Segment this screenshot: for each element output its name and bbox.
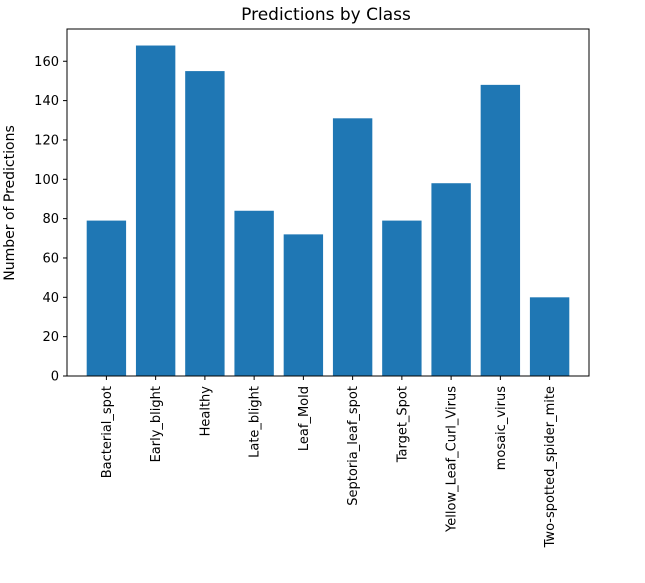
bar-late-blight [234,210,274,376]
x-tick-label: Yellow_Leaf_Curl_Virus [445,386,460,533]
bar-bacterial-spot [86,220,127,376]
y-axis-ticks: 0 20 40 60 80 100 120 140 160 [34,55,67,385]
bar-two-spotted-spider-mite [529,297,570,376]
x-tick-label: Early_blight [149,386,164,462]
bar-target-spot [382,220,422,376]
y-axis-label: Number of Predictions [2,125,18,280]
x-tick-label: mosaic_virus [494,386,509,471]
bar-leaf-mold [283,234,324,376]
bar-mosaic-virus [480,84,521,376]
y-tick-label: 40 [42,291,59,306]
y-tick-label: 60 [42,251,59,266]
x-tick-label: Target_Spot [395,386,410,463]
y-tick-label: 100 [34,173,59,188]
y-tick-label: 120 [34,133,59,148]
x-tick-label: Bacterial_spot [100,386,115,478]
y-tick-label: 20 [42,330,59,345]
y-tick-label: 80 [42,212,59,227]
plot-frame [66,28,590,377]
x-tick-label: Late_blight [248,386,263,458]
bar-septoria-leaf-spot [332,118,373,377]
bar-healthy [185,71,225,376]
x-tick-label: Septoria_leaf_spot [346,386,361,506]
bar-early-blight [135,45,176,377]
y-tick-label: 0 [51,370,59,385]
x-tick-label: Healthy [198,386,213,437]
y-tick-label: 160 [34,55,59,70]
chart-title: Predictions by Class [241,5,411,25]
bars-group [86,45,570,377]
x-tick-label: Leaf_Mold [297,386,312,451]
bar-yellow-leaf-curl-virus [431,183,471,376]
x-tick-label: Two-spotted_spider_mite [543,386,558,548]
y-tick-label: 140 [34,94,59,109]
x-axis-ticks: Bacterial_spot Early_blight Healthy Late_bl… [100,376,558,548]
